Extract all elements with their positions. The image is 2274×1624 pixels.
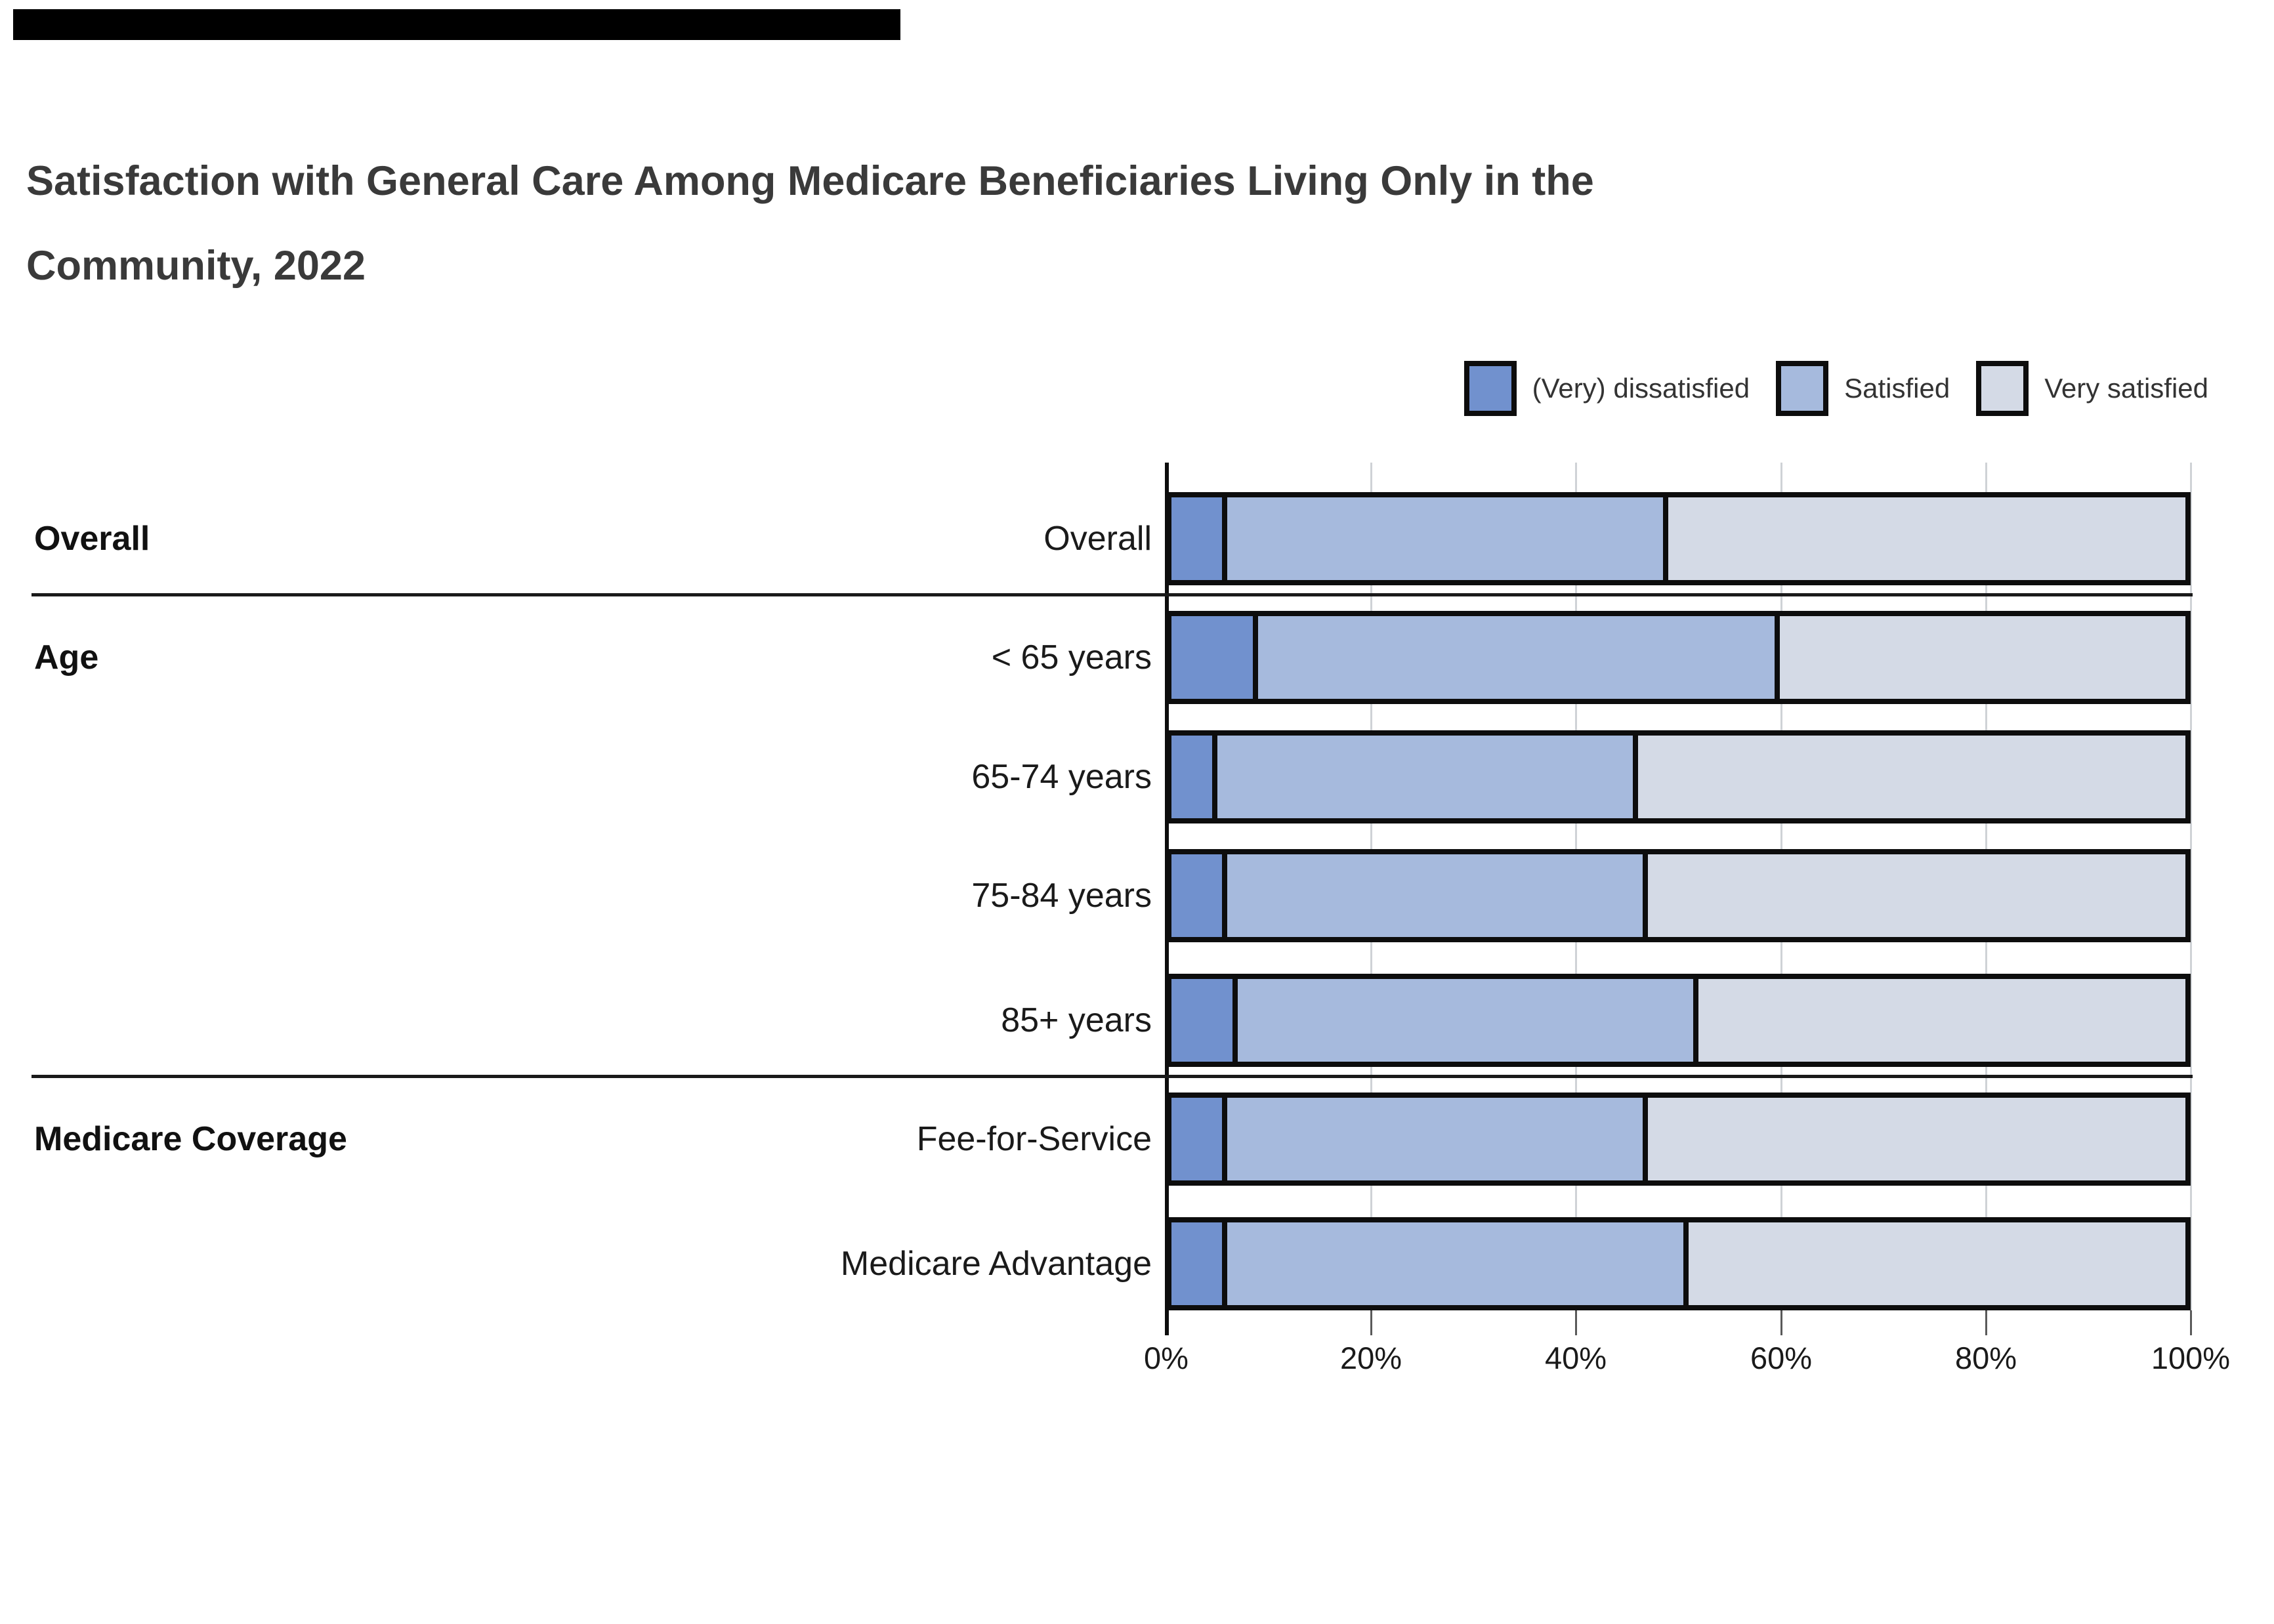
- bar-segment-very-satisfied: [1688, 1222, 2185, 1305]
- bar-row--65-years: [1166, 611, 2191, 704]
- legend-swatch-satisfied: [1776, 361, 1829, 416]
- x-tick-label-100%: 100%: [2151, 1341, 2231, 1375]
- bar-row-medicare-advantage: [1166, 1217, 2191, 1310]
- x-tick-label-20%: 20%: [1339, 1341, 1402, 1375]
- x-tick-label-80%: 80%: [1954, 1341, 2017, 1375]
- bar-segment-very-satisfied: [1779, 616, 2185, 699]
- bar-segment-satisfied: [1211, 736, 1638, 818]
- tick-mark-80%: [1985, 1310, 1987, 1335]
- section-separator: [32, 593, 2193, 596]
- row-label-medicare-advantage: Medicare Advantage: [840, 1245, 1152, 1283]
- plot-area: [1165, 463, 2192, 1335]
- bar-segment-dissatisfied: [1171, 736, 1212, 818]
- row-label-overall: Overall: [1043, 520, 1152, 558]
- bar-row-fee-for-service: [1166, 1093, 2191, 1186]
- group-label-age: Age: [34, 638, 99, 677]
- group-label-medicare-coverage: Medicare Coverage: [34, 1120, 347, 1158]
- redaction-bar: [13, 9, 900, 40]
- bar-segment-dissatisfied: [1171, 1098, 1223, 1180]
- bar-segment-dissatisfied: [1171, 1222, 1223, 1305]
- legend-swatch-very-satisfied: [1976, 361, 2029, 416]
- tick-mark-100%: [2190, 1310, 2192, 1335]
- section-separator: [32, 1075, 2193, 1078]
- legend-item-satisfied: Satisfied: [1776, 361, 1950, 416]
- x-tick-label-0%: 0%: [1144, 1341, 1189, 1375]
- row-label-85-years: 85+ years: [1001, 1001, 1152, 1039]
- tick-mark-40%: [1575, 1310, 1577, 1335]
- bar-row-overall: [1166, 492, 2191, 585]
- bar-segment-satisfied: [1222, 1222, 1689, 1305]
- row-label-75-84-years: 75-84 years: [971, 877, 1152, 915]
- bar-segment-very-satisfied: [1648, 854, 2185, 937]
- chart-title: Satisfaction with General Care Among Med…: [26, 158, 1594, 289]
- x-tick-label-40%: 40%: [1544, 1341, 1607, 1375]
- bar-row-65-74-years: [1166, 730, 2191, 823]
- bar-segment-dissatisfied: [1171, 616, 1253, 699]
- bar-segment-satisfied: [1222, 497, 1669, 580]
- x-tick-label-60%: 60%: [1750, 1341, 1813, 1375]
- bar-segment-dissatisfied: [1171, 979, 1232, 1062]
- row-label-fee-for-service: Fee-for-Service: [916, 1120, 1152, 1158]
- legend: (Very) dissatisfied Satisfied Very satis…: [1463, 361, 2208, 416]
- bar-segment-satisfied: [1222, 854, 1649, 937]
- legend-swatch-dissatisfied: [1463, 361, 1517, 416]
- bar-segment-very-satisfied: [1637, 736, 2185, 818]
- row-label--65-years: < 65 years: [991, 638, 1152, 677]
- legend-label-dissatisfied: (Very) dissatisfied: [1532, 373, 1750, 404]
- bar-segment-satisfied: [1222, 1098, 1649, 1180]
- bar-segment-satisfied: [1252, 616, 1780, 699]
- bar-segment-dissatisfied: [1171, 497, 1223, 580]
- bar-segment-very-satisfied: [1668, 497, 2185, 580]
- bar-segment-satisfied: [1232, 979, 1699, 1062]
- gridline-100%: [2190, 463, 2192, 1310]
- bar-row-75-84-years: [1166, 849, 2191, 942]
- row-label-65-74-years: 65-74 years: [971, 758, 1152, 796]
- legend-label-very-satisfied: Very satisfied: [2044, 373, 2208, 404]
- group-label-overall: Overall: [34, 520, 150, 558]
- legend-item-very-satisfied: Very satisfied: [1976, 361, 2208, 416]
- bar-row-85-years: [1166, 974, 2191, 1067]
- legend-item-dissatisfied: (Very) dissatisfied: [1463, 361, 1750, 416]
- bar-segment-very-satisfied: [1698, 979, 2185, 1062]
- tick-mark-20%: [1370, 1310, 1372, 1335]
- bar-segment-dissatisfied: [1171, 854, 1223, 937]
- tick-mark-60%: [1780, 1310, 1782, 1335]
- legend-label-satisfied: Satisfied: [1844, 373, 1950, 404]
- bar-segment-very-satisfied: [1648, 1098, 2185, 1180]
